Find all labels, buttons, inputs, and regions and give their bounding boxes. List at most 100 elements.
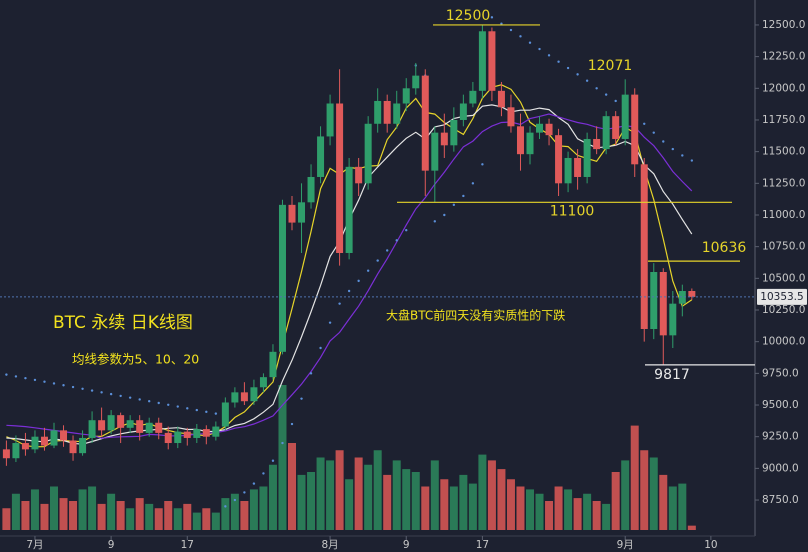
sar-dot (262, 472, 265, 475)
volume-bar (497, 469, 506, 530)
candle-body (421, 75, 429, 171)
level-label: 9817 (654, 367, 690, 383)
volume-bar (50, 486, 58, 530)
sar-dot (690, 159, 694, 162)
candle-body (640, 164, 648, 330)
sar-dot (176, 405, 179, 408)
sar-dot (405, 228, 408, 232)
sar-dot (595, 87, 598, 90)
candle-body (174, 431, 182, 444)
sar-dot (662, 140, 665, 143)
sar-dot (366, 269, 370, 272)
volume-bar (249, 489, 258, 530)
volume-bar (202, 508, 211, 530)
sar-dot (328, 321, 332, 324)
volume-bar (211, 512, 220, 530)
candle-body (450, 119, 458, 146)
volume-bar (659, 474, 668, 530)
y-tick-label: 9500.0 (762, 399, 799, 411)
candle-body (507, 107, 515, 127)
volume-bar (354, 457, 363, 530)
y-tick-label: 9750.0 (762, 367, 799, 379)
sar-dot (671, 147, 674, 151)
sar-dot (557, 60, 560, 63)
sar-dot (443, 213, 446, 217)
sar-dot (281, 441, 284, 445)
volume-bar (487, 460, 496, 530)
volume-bar (411, 472, 420, 530)
level-label: 10636 (702, 240, 747, 256)
sar-dot (300, 397, 303, 400)
y-tick-label: 10000.0 (762, 336, 805, 348)
volume-bar (11, 493, 20, 530)
sar-dot (462, 194, 465, 198)
volume-bar (535, 493, 544, 530)
sar-dot (566, 66, 570, 70)
candle-body (69, 440, 77, 454)
candle-body (478, 31, 486, 91)
volume-bar (335, 450, 344, 530)
candle-body (307, 176, 315, 203)
volume-bar (97, 503, 106, 530)
y-tick-label: 10750.0 (762, 241, 805, 253)
candle-body (355, 166, 363, 184)
volume-bar (630, 425, 639, 530)
volume-bar (145, 503, 154, 530)
candle-body (88, 420, 96, 438)
sar-dot (109, 392, 113, 396)
candle-body (155, 422, 163, 433)
volume-bar (259, 486, 268, 530)
y-tick-label: 11000.0 (762, 209, 805, 221)
candle-body (117, 415, 125, 428)
y-tick-label: 10250.0 (762, 304, 805, 316)
candle-body (526, 132, 534, 155)
y-tick-label: 11500.0 (762, 146, 805, 158)
sar-dot (452, 203, 456, 207)
sar-dot (43, 380, 46, 383)
volume-bar (230, 493, 239, 530)
volume-bar (640, 450, 649, 530)
y-tick-label: 12500.0 (762, 19, 805, 31)
sar-dot (290, 422, 294, 426)
sar-dot (395, 239, 398, 242)
volume-bar (649, 457, 658, 530)
sar-dot (33, 378, 37, 382)
candle-body (79, 437, 87, 454)
x-tick-label: 17 (181, 539, 194, 551)
sar-dot (652, 131, 655, 134)
peak-label: 12071 (588, 58, 633, 74)
sar-dot (24, 376, 27, 380)
sar-dot (167, 403, 170, 406)
volume-bar (592, 501, 601, 530)
sar-dot (509, 28, 513, 32)
candle-body (564, 157, 572, 184)
volume-bar (602, 503, 611, 530)
sar-dot (481, 163, 484, 166)
candle-body (31, 436, 39, 450)
sar-dot (538, 47, 541, 51)
candle-body (98, 420, 106, 431)
volume-bar (506, 479, 515, 530)
volume-bar (21, 501, 30, 530)
candle-body (317, 136, 325, 177)
last-price-label: 10353.5 (760, 291, 803, 303)
volume-bar (545, 501, 554, 530)
y-tick-label: 11250.0 (762, 177, 805, 189)
x-tick-label: 9 (403, 539, 410, 551)
volume-bar (345, 479, 354, 530)
candle-body (40, 436, 48, 446)
sar-dot (62, 384, 65, 387)
volume-bar (278, 385, 287, 530)
volume-bar (373, 450, 382, 530)
candle-body (669, 303, 677, 336)
volume-bar (173, 508, 182, 530)
sar-dot (338, 302, 341, 305)
sar-dot (576, 73, 579, 76)
sar-dot (128, 396, 132, 399)
sar-dot (205, 410, 208, 414)
candle-body (631, 94, 639, 165)
sar-dot (490, 16, 494, 19)
sar-dot (271, 459, 275, 462)
volume-bar (383, 474, 392, 530)
volume-bar (164, 501, 173, 530)
